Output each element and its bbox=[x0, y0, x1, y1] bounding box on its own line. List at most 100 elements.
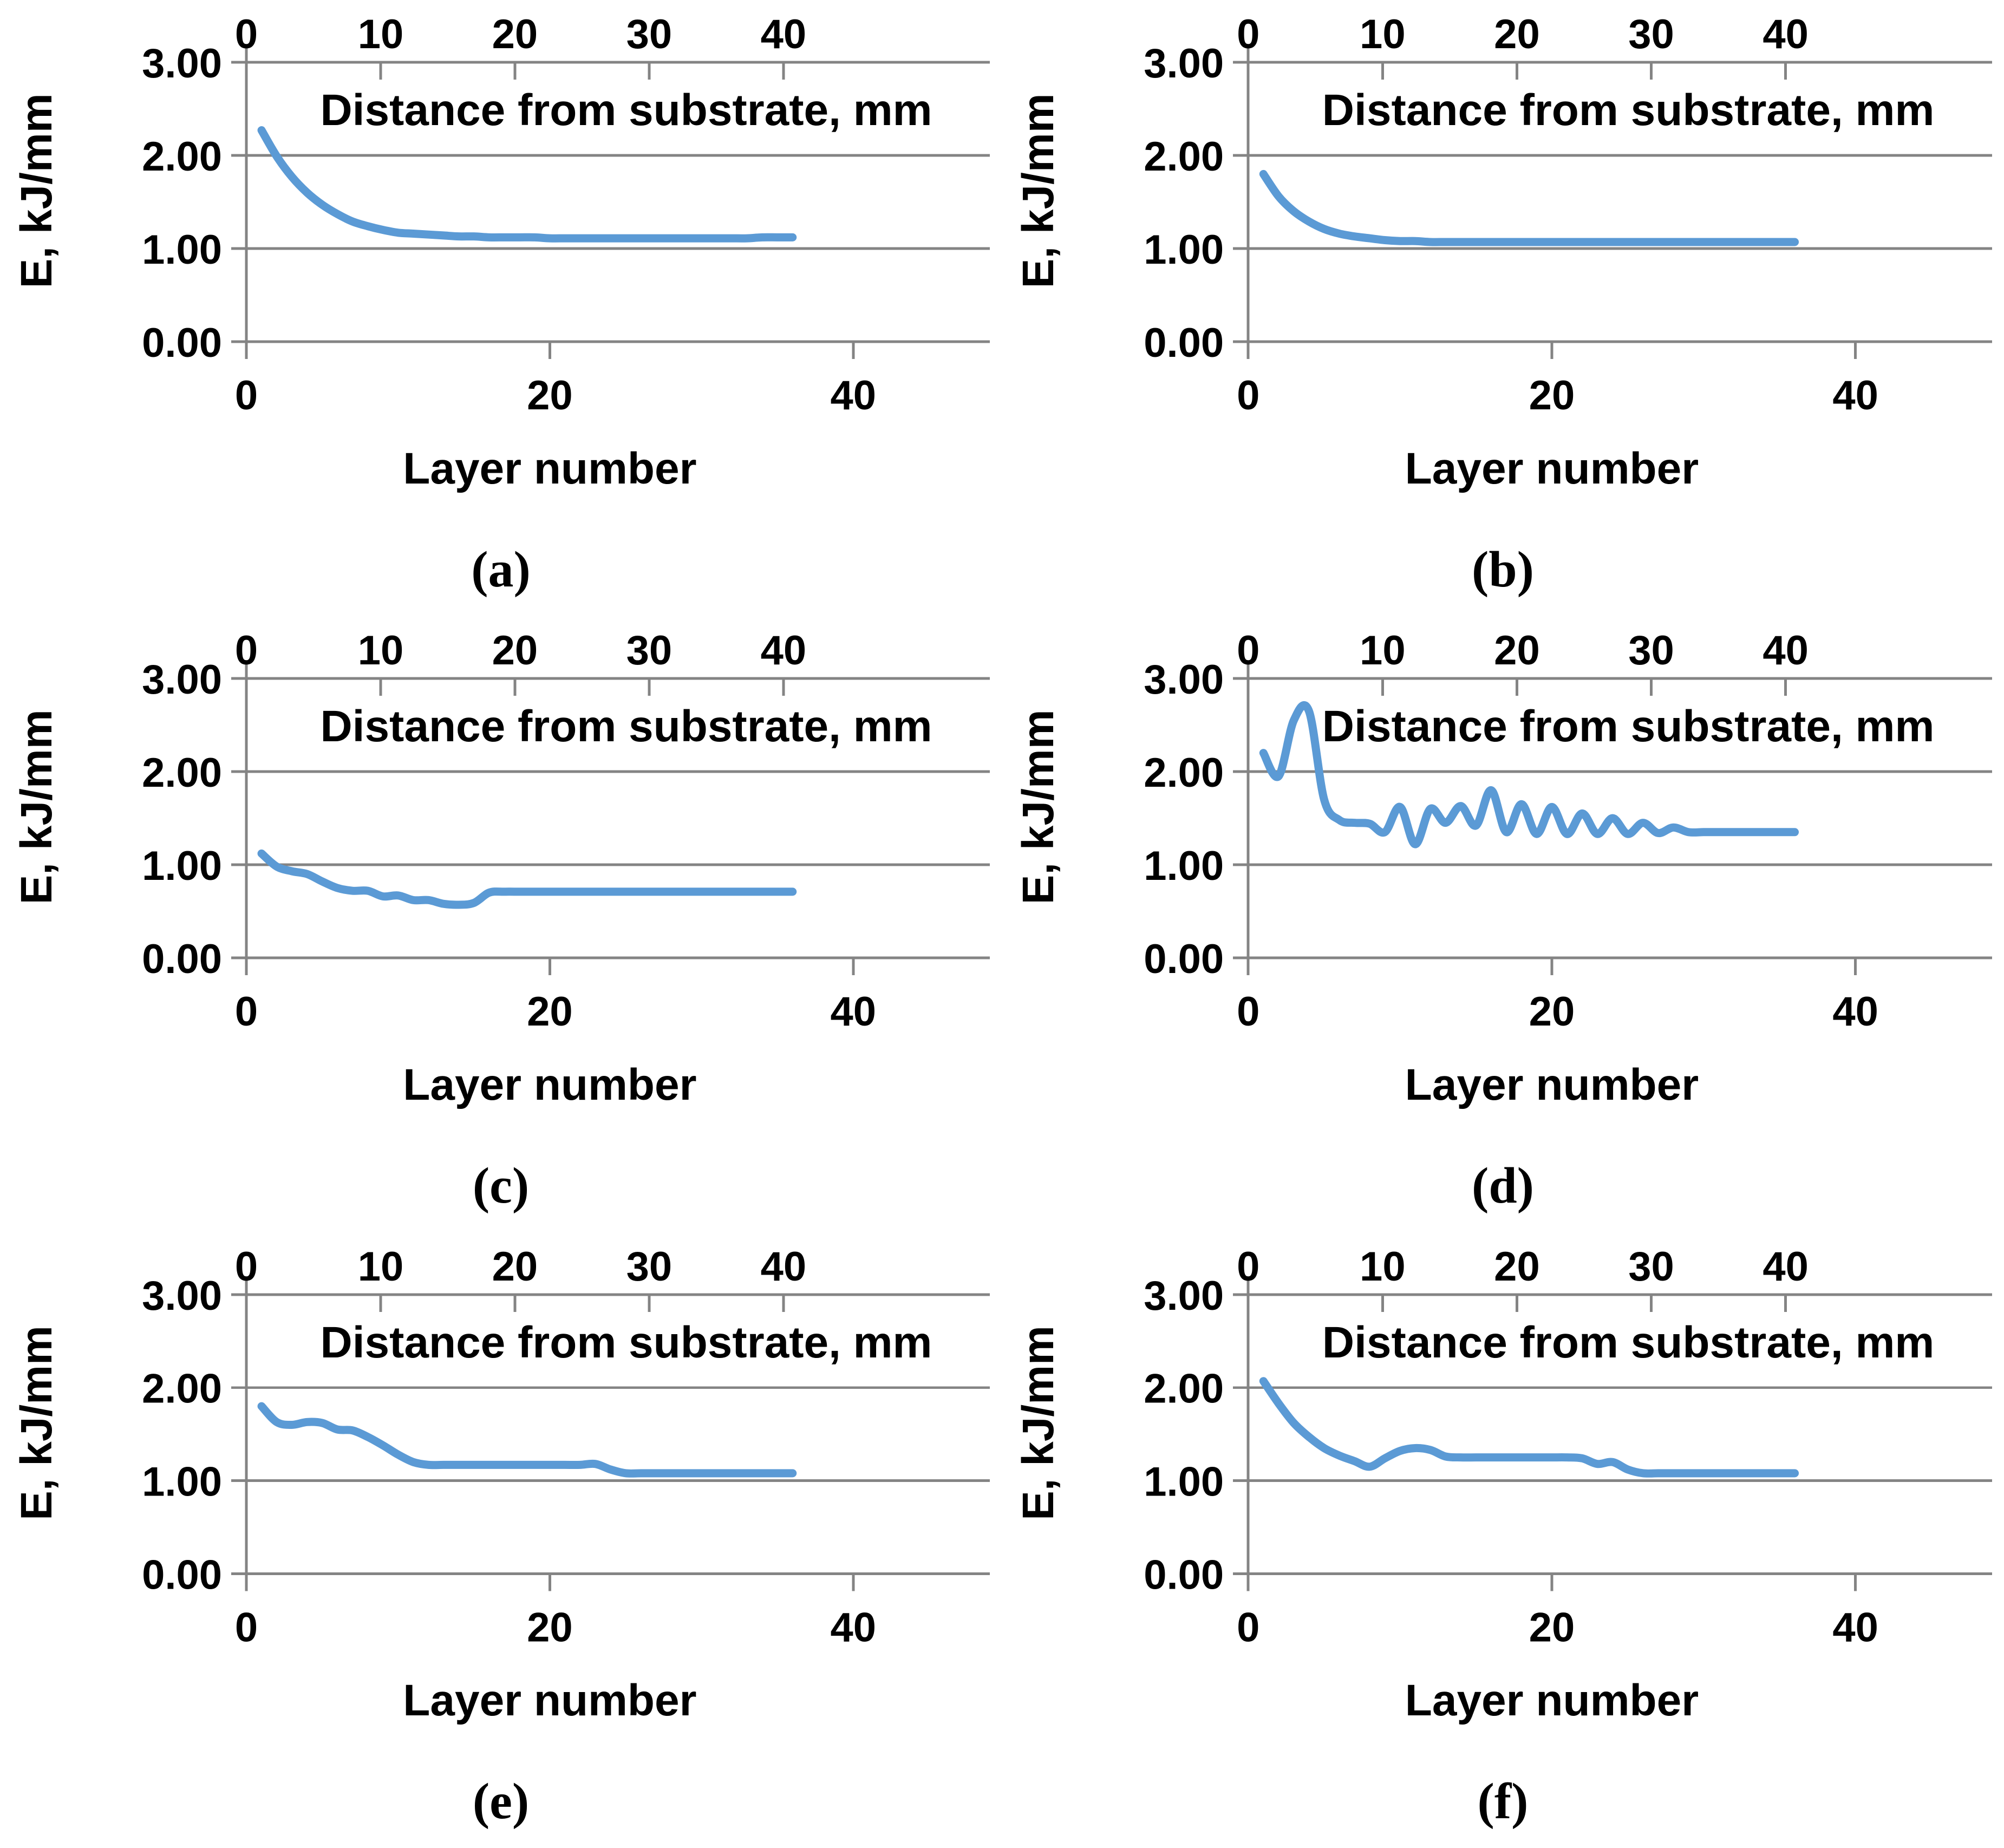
top-x-tick-label: 20 bbox=[492, 11, 538, 57]
y-tick-label: 1.00 bbox=[142, 1459, 222, 1505]
y-tick-label: 3.00 bbox=[142, 1273, 222, 1319]
bottom-x-tick-label: 20 bbox=[527, 1604, 573, 1650]
top-x-tick-label: 0 bbox=[235, 1244, 258, 1290]
line-chart-f: 3.00 2.00 1.00 0.00 0 10 20 30 40 0 20 40 Distance f… bbox=[1014, 1244, 1992, 1725]
bottom-x-tick-label: 20 bbox=[527, 989, 573, 1035]
bottom-x-axis-title: Layer number bbox=[403, 444, 696, 493]
y-tick-label: 1.00 bbox=[1144, 843, 1224, 889]
top-x-tick-label: 30 bbox=[626, 628, 673, 674]
top-x-tick-label: 0 bbox=[1237, 11, 1259, 57]
axes-group bbox=[231, 1279, 990, 1591]
line-chart-d: 3.00 2.00 1.00 0.00 0 10 20 30 40 0 20 40 Distance f… bbox=[1014, 628, 1992, 1109]
bottom-x-tick-label: 0 bbox=[1237, 989, 1259, 1035]
top-x-tick-label: 30 bbox=[1628, 1244, 1674, 1290]
top-x-tick-label: 20 bbox=[1494, 11, 1540, 57]
top-x-tick-label: 10 bbox=[1360, 628, 1406, 674]
top-x-tick-label: 0 bbox=[235, 11, 258, 57]
chart-panel-e: 3.00 2.00 1.00 0.00 0 10 20 30 40 0 20 40 Distance f… bbox=[0, 1232, 1002, 1848]
top-x-tick-label: 20 bbox=[1494, 628, 1540, 674]
bottom-x-axis-title: Layer number bbox=[403, 1060, 696, 1109]
top-x-tick-label: 20 bbox=[492, 1244, 538, 1290]
y-axis-title: E, kJ/mm bbox=[1014, 709, 1063, 904]
y-tick-label: 2.00 bbox=[142, 750, 222, 796]
top-x-tick-label: 10 bbox=[358, 628, 404, 674]
top-x-tick-label: 0 bbox=[1237, 1244, 1259, 1290]
axes-group bbox=[231, 663, 990, 975]
chart-panel-a: 3.00 2.00 1.00 0.00 0 10 20 30 40 0 20 40 Distance f… bbox=[0, 0, 1002, 616]
y-axis-title: E, kJ/mm bbox=[12, 1325, 61, 1520]
panel-caption-c: (c) bbox=[472, 1158, 530, 1214]
chart-panel-c: 3.00 2.00 1.00 0.00 0 10 20 30 40 0 20 40 Distance f… bbox=[0, 616, 1002, 1232]
axes-group bbox=[1233, 663, 1992, 975]
panel-caption-b: (b) bbox=[1472, 541, 1534, 598]
panel-caption-d: (d) bbox=[1472, 1158, 1534, 1214]
bottom-x-axis-title: Layer number bbox=[1405, 1060, 1699, 1109]
top-x-tick-label: 30 bbox=[626, 11, 673, 57]
bottom-x-tick-label: 40 bbox=[831, 1604, 877, 1650]
y-tick-label: 3.00 bbox=[1144, 657, 1224, 703]
data-series-line bbox=[257, 849, 797, 909]
y-tick-label: 2.00 bbox=[1144, 134, 1224, 180]
y-tick-label: 0.00 bbox=[142, 1552, 222, 1598]
bottom-x-tick-label: 40 bbox=[831, 989, 877, 1035]
y-tick-label: 3.00 bbox=[142, 657, 222, 703]
y-axis-title: E, kJ/mm bbox=[12, 709, 61, 904]
top-x-tick-label: 10 bbox=[358, 1244, 404, 1290]
data-series-line bbox=[257, 126, 797, 243]
bottom-x-axis-title: Layer number bbox=[1405, 1676, 1699, 1725]
y-tick-label: 1.00 bbox=[142, 843, 222, 889]
data-series-line bbox=[257, 1402, 797, 1478]
top-x-axis-title: Distance from substrate, mm bbox=[1322, 702, 1935, 751]
bottom-x-tick-label: 40 bbox=[1832, 1604, 1878, 1650]
panel-caption-a: (a) bbox=[471, 541, 531, 598]
top-x-tick-label: 40 bbox=[761, 11, 807, 57]
top-x-tick-label: 10 bbox=[1360, 11, 1406, 57]
line-chart-a: 3.00 2.00 1.00 0.00 0 10 20 30 40 0 20 40 Distance f… bbox=[12, 11, 990, 493]
y-tick-label: 3.00 bbox=[1144, 41, 1224, 87]
y-tick-label: 1.00 bbox=[142, 227, 222, 273]
panel-caption-e: (e) bbox=[472, 1773, 530, 1830]
y-tick-label: 2.00 bbox=[142, 134, 222, 180]
chart-panel-b: 3.00 2.00 1.00 0.00 0 10 20 30 40 0 20 40 Distance f… bbox=[1002, 0, 2004, 616]
y-tick-label: 3.00 bbox=[1144, 1273, 1224, 1319]
bottom-x-tick-label: 0 bbox=[235, 989, 258, 1035]
y-tick-label: 2.00 bbox=[1144, 750, 1224, 796]
y-tick-label: 0.00 bbox=[1144, 1552, 1224, 1598]
bottom-x-tick-label: 0 bbox=[1237, 1604, 1259, 1650]
y-axis-title: E, kJ/mm bbox=[12, 93, 61, 288]
axes-group bbox=[231, 47, 990, 359]
data-series-line bbox=[1259, 1377, 1799, 1478]
y-tick-label: 3.00 bbox=[142, 41, 222, 87]
y-axis-title: E, kJ/mm bbox=[1014, 93, 1063, 288]
top-x-axis-title: Distance from substrate, mm bbox=[321, 1318, 932, 1367]
top-x-axis-title: Distance from substrate, mm bbox=[320, 86, 932, 135]
axes-group bbox=[1233, 1279, 1992, 1591]
top-x-axis-title: Distance from substrate, mm bbox=[320, 702, 932, 751]
y-tick-label: 0.00 bbox=[1144, 320, 1224, 366]
top-x-tick-label: 30 bbox=[1628, 628, 1674, 674]
bottom-x-tick-label: 0 bbox=[1237, 373, 1259, 419]
bottom-x-tick-label: 0 bbox=[235, 1604, 258, 1650]
y-axis-title: E, kJ/mm bbox=[1014, 1325, 1063, 1520]
data-series-line bbox=[1259, 169, 1799, 246]
line-chart-b: 3.00 2.00 1.00 0.00 0 10 20 30 40 0 20 40 Distance f… bbox=[1014, 11, 1992, 493]
top-x-tick-label: 40 bbox=[1763, 11, 1809, 57]
top-x-tick-label: 10 bbox=[1360, 1244, 1406, 1290]
top-x-tick-label: 0 bbox=[235, 628, 258, 674]
panel-caption-f: (f) bbox=[1477, 1773, 1529, 1830]
chart-panel-d: 3.00 2.00 1.00 0.00 0 10 20 30 40 0 20 40 Distance f… bbox=[1002, 616, 2004, 1232]
bottom-x-tick-label: 40 bbox=[1832, 989, 1878, 1035]
bottom-x-tick-label: 40 bbox=[831, 373, 877, 419]
y-tick-label: 1.00 bbox=[1144, 227, 1224, 273]
top-x-tick-label: 10 bbox=[358, 11, 404, 57]
top-x-tick-label: 20 bbox=[492, 628, 538, 674]
bottom-x-axis-title: Layer number bbox=[1405, 444, 1699, 493]
bottom-x-tick-label: 20 bbox=[527, 373, 573, 419]
chart-panel-f: 3.00 2.00 1.00 0.00 0 10 20 30 40 0 20 40 Distance f… bbox=[1002, 1232, 2004, 1848]
y-tick-label: 2.00 bbox=[1144, 1366, 1224, 1412]
top-x-axis-title: Distance from substrate, mm bbox=[1322, 1318, 1934, 1367]
y-tick-label: 0.00 bbox=[1144, 936, 1224, 982]
bottom-x-axis-title: Layer number bbox=[403, 1676, 696, 1725]
y-tick-label: 0.00 bbox=[142, 936, 222, 982]
